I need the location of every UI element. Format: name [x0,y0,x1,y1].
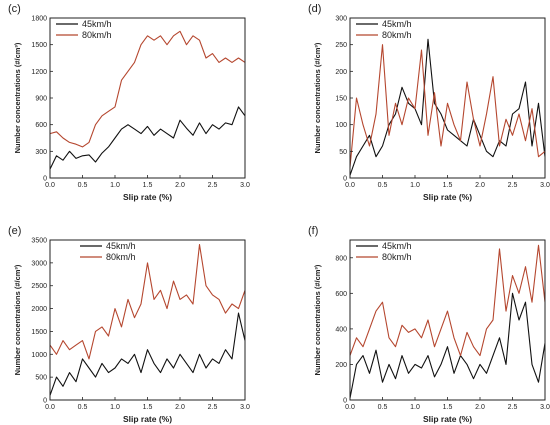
y-tick-label: 1500 [31,329,47,336]
chart-panel: (c) 0.0 0.5 1.0 1.5 2.0 2.5 3.0 0 300 600 900 1200 15… [8,3,250,202]
x-tick-label: 3.0 [540,182,550,189]
series-line [49,106,246,170]
x-axis-label: Slip rate (%) [123,192,172,202]
y-tick-label: 250 [335,42,347,49]
x-tick-label: 2.5 [208,182,218,189]
x-tick-label: 1.0 [410,182,420,189]
x-tick-label: 0.0 [45,182,55,189]
legend-label: 45km/h [382,19,412,29]
x-tick-label: 2.5 [508,404,518,411]
y-tick-label: 400 [335,326,347,333]
x-tick-label: 1.5 [143,182,153,189]
legend-label: 45km/h [82,19,112,29]
x-tick-label: 0.0 [345,404,355,411]
x-tick-label: 3.0 [540,404,550,411]
y-tick-label: 100 [335,122,347,129]
y-axis-label: Number concentrations (#/cm³) [313,264,322,375]
series-line [49,30,246,148]
x-tick-label: 2.0 [475,182,485,189]
y-axis-label: Number concentrations (#/cm³) [13,264,22,375]
panel-label: (c) [8,3,21,15]
y-tick-label: 0 [343,398,347,405]
x-tick-label: 0.0 [45,404,55,411]
y-tick-label: 500 [35,375,47,382]
y-tick-label: 800 [335,255,347,262]
series-line [349,38,546,176]
series-line [49,244,246,360]
y-tick-label: 200 [335,362,347,369]
x-axis-label: Slip rate (%) [123,414,172,424]
x-tick-label: 1.0 [110,182,120,189]
panel-label: (d) [308,3,321,15]
legend-label: 45km/h [106,241,136,251]
x-tick-label: 3.0 [240,404,250,411]
y-tick-label: 150 [335,96,347,103]
x-tick-label: 1.0 [410,404,420,411]
chart-panel: (d) 0.0 0.5 1.0 1.5 2.0 2.5 3.0 0 50 100 150 200 250 3… [308,3,550,202]
x-tick-label: 2.5 [508,182,518,189]
x-tick-label: 2.5 [208,404,218,411]
y-tick-label: 0 [343,176,347,183]
y-tick-label: 900 [35,96,47,103]
x-tick-label: 1.5 [443,182,453,189]
x-tick-label: 1.0 [110,404,120,411]
x-tick-label: 1.5 [143,404,153,411]
plot-frame [349,239,546,401]
panel-label: (f) [308,225,318,237]
x-axis-label: Slip rate (%) [423,414,472,424]
legend-label: 80km/h [82,30,112,40]
y-tick-label: 300 [335,16,347,23]
chart-panel: (e) 0.0 0.5 1.0 1.5 2.0 2.5 3.0 0 500 1000 1500 2000… [8,225,250,424]
x-tick-label: 0.5 [78,182,88,189]
plot-frame [349,17,546,179]
y-tick-label: 50 [339,149,347,156]
y-axis-label: Number concentrations (#/cm³) [13,42,22,153]
y-tick-label: 0 [43,176,47,183]
y-tick-label: 3000 [31,260,47,267]
y-tick-label: 600 [35,122,47,129]
panel-label: (e) [8,225,21,237]
y-tick-label: 600 [335,291,347,298]
y-tick-label: 1800 [31,16,47,23]
x-axis-label: Slip rate (%) [423,192,472,202]
series-line [49,312,246,396]
x-tick-label: 0.5 [78,404,88,411]
plot-frame [49,17,246,179]
y-tick-label: 300 [35,149,47,156]
x-tick-label: 2.0 [475,404,485,411]
y-axis-label: Number concentrations (#/cm³) [313,42,322,153]
x-tick-label: 0.0 [345,182,355,189]
y-tick-label: 2500 [31,283,47,290]
y-tick-label: 1500 [31,42,47,49]
series-line [349,292,546,399]
x-tick-label: 3.0 [240,182,250,189]
y-tick-label: 1200 [31,69,47,76]
chart-panel: (f) 0.0 0.5 1.0 1.5 2.0 2.5 3.0 0 200 400 600 800 Sli… [308,225,550,424]
x-tick-label: 2.0 [175,182,185,189]
x-tick-label: 0.5 [378,404,388,411]
legend-label: 80km/h [106,252,136,262]
x-tick-label: 1.5 [443,404,453,411]
y-tick-label: 200 [335,69,347,76]
y-tick-label: 0 [43,398,47,405]
legend-label: 80km/h [382,30,412,40]
y-tick-label: 2000 [31,306,47,313]
x-tick-label: 0.5 [378,182,388,189]
y-tick-label: 1000 [31,352,47,359]
series-line [349,244,546,357]
x-tick-label: 2.0 [175,404,185,411]
legend-label: 80km/h [382,252,412,262]
y-tick-label: 3500 [31,238,47,245]
series-line [349,44,546,168]
legend-label: 45km/h [382,241,412,251]
